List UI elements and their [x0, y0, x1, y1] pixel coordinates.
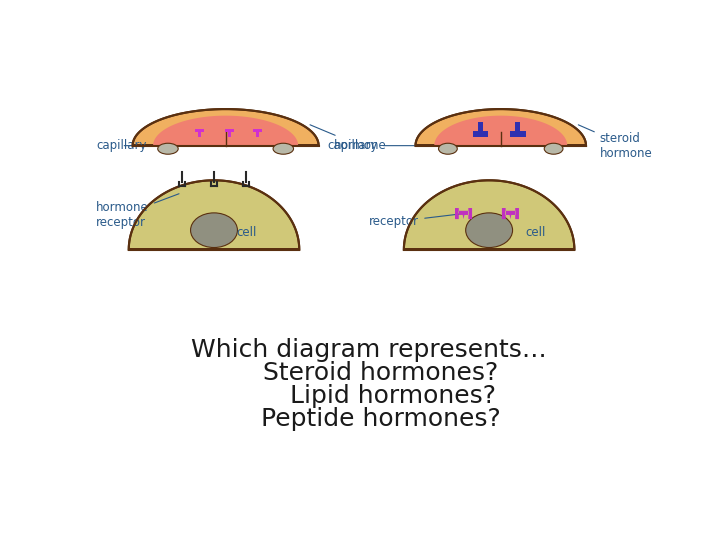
Bar [510, 131, 526, 137]
Polygon shape [415, 109, 586, 146]
Text: hormone: hormone [310, 125, 386, 152]
Bar [256, 132, 258, 137]
Polygon shape [404, 180, 575, 249]
Ellipse shape [544, 143, 563, 154]
Ellipse shape [191, 213, 238, 247]
Polygon shape [153, 116, 298, 146]
Ellipse shape [158, 143, 178, 154]
Polygon shape [129, 180, 300, 249]
Text: capillary: capillary [328, 139, 421, 152]
Ellipse shape [273, 143, 294, 154]
Text: Peptide hormones?: Peptide hormones? [237, 408, 501, 431]
Bar [225, 129, 234, 132]
Polygon shape [502, 208, 519, 219]
Text: Which diagram represents…: Which diagram represents… [191, 338, 547, 362]
Bar [472, 131, 488, 137]
Text: receptor: receptor [369, 214, 461, 228]
Ellipse shape [438, 143, 457, 154]
Polygon shape [132, 109, 319, 146]
Bar [516, 122, 521, 131]
Ellipse shape [466, 213, 513, 247]
Polygon shape [434, 116, 567, 146]
Polygon shape [455, 208, 472, 219]
Bar [477, 122, 483, 131]
Text: Steroid hormones?: Steroid hormones? [239, 361, 499, 385]
Bar [253, 129, 262, 132]
Bar [228, 132, 231, 137]
Bar [198, 132, 201, 137]
Text: cell: cell [526, 226, 546, 239]
Text: hormone
receptor: hormone receptor [96, 194, 179, 229]
Text: Lipid hormones?: Lipid hormones? [242, 384, 496, 408]
Bar [195, 129, 204, 132]
Text: cell: cell [236, 226, 256, 239]
Text: capillary: capillary [96, 139, 147, 152]
Text: steroid
hormone: steroid hormone [578, 125, 652, 160]
